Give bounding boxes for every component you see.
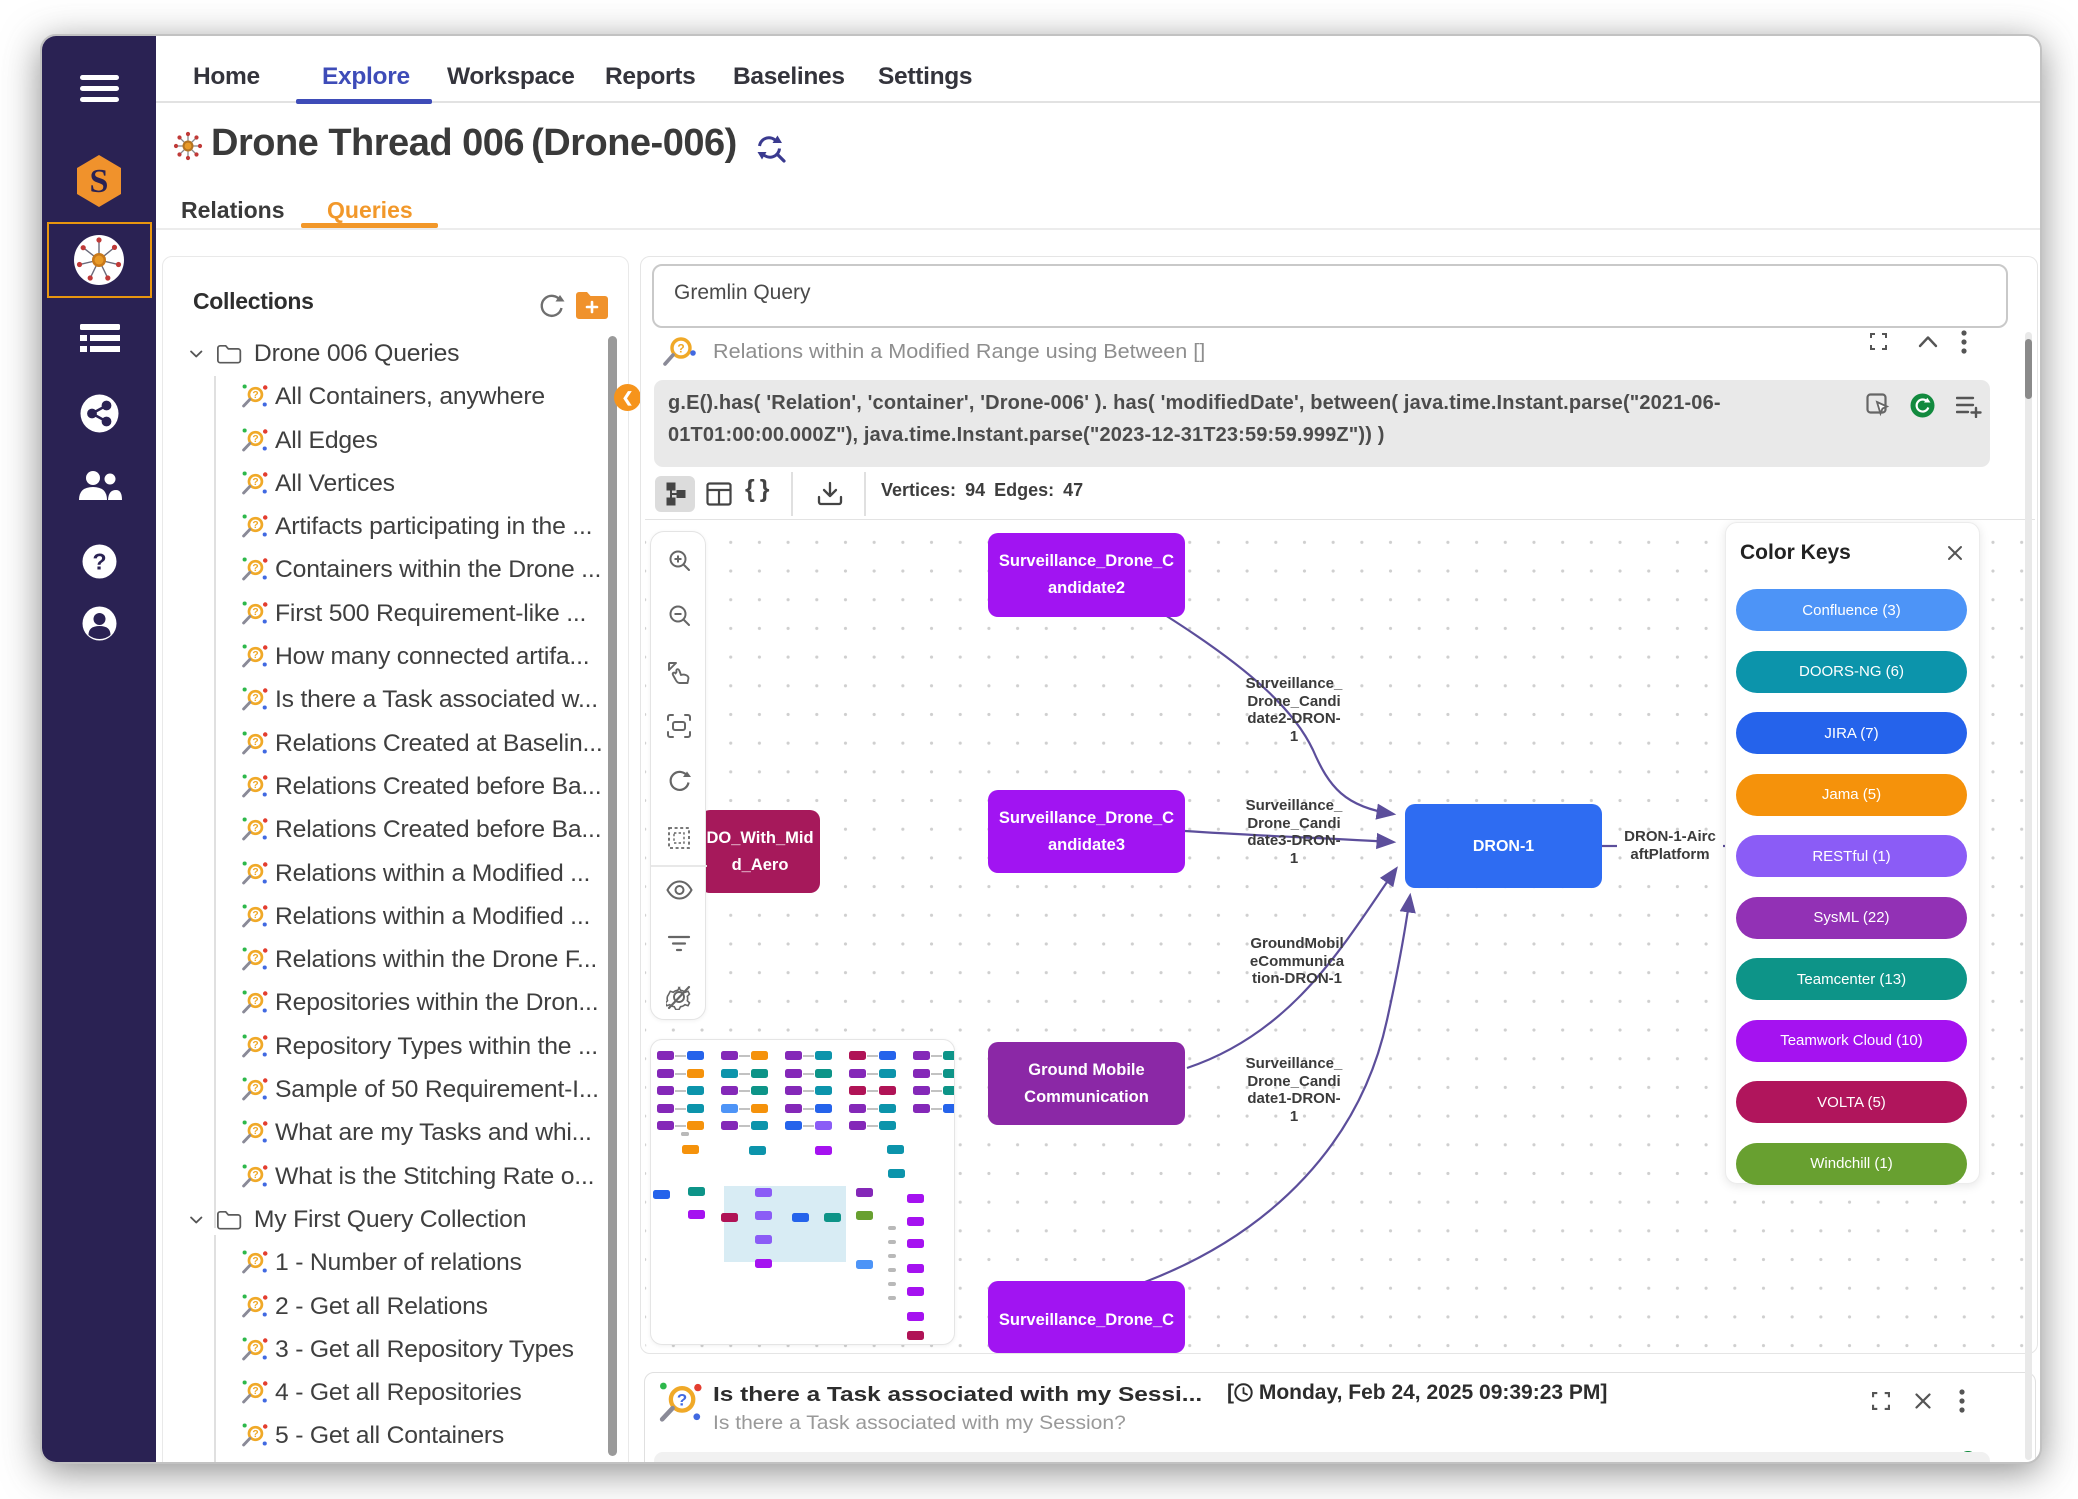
svg-text:?: ? [252, 1170, 258, 1181]
svg-text:?: ? [252, 563, 258, 574]
svg-text:?: ? [252, 1256, 258, 1267]
svg-text:?: ? [252, 780, 258, 791]
svg-text:?: ? [252, 1386, 258, 1397]
svg-text:?: ? [677, 342, 684, 356]
svg-text:?: ? [252, 823, 258, 834]
svg-text:?: ? [252, 910, 258, 921]
svg-text:?: ? [252, 1429, 258, 1440]
svg-text:?: ? [252, 953, 258, 964]
svg-text:?: ? [252, 996, 258, 1007]
svg-text:?: ? [252, 867, 258, 878]
svg-text:?: ? [252, 434, 258, 445]
svg-text:?: ? [252, 737, 258, 748]
svg-text:?: ? [252, 1083, 258, 1094]
svg-text:?: ? [252, 520, 258, 531]
svg-text:?: ? [252, 1040, 258, 1051]
svg-text:?: ? [252, 477, 258, 488]
svg-text:?: ? [252, 1343, 258, 1354]
svg-text:?: ? [252, 693, 258, 704]
svg-text:?: ? [252, 650, 258, 661]
svg-text:?: ? [252, 1300, 258, 1311]
svg-text:?: ? [252, 390, 258, 401]
svg-text:S: S [90, 163, 109, 200]
svg-text:?: ? [677, 1391, 687, 1410]
svg-text:?: ? [252, 1126, 258, 1137]
svg-text:?: ? [252, 607, 258, 618]
svg-text:?: ? [92, 549, 106, 575]
